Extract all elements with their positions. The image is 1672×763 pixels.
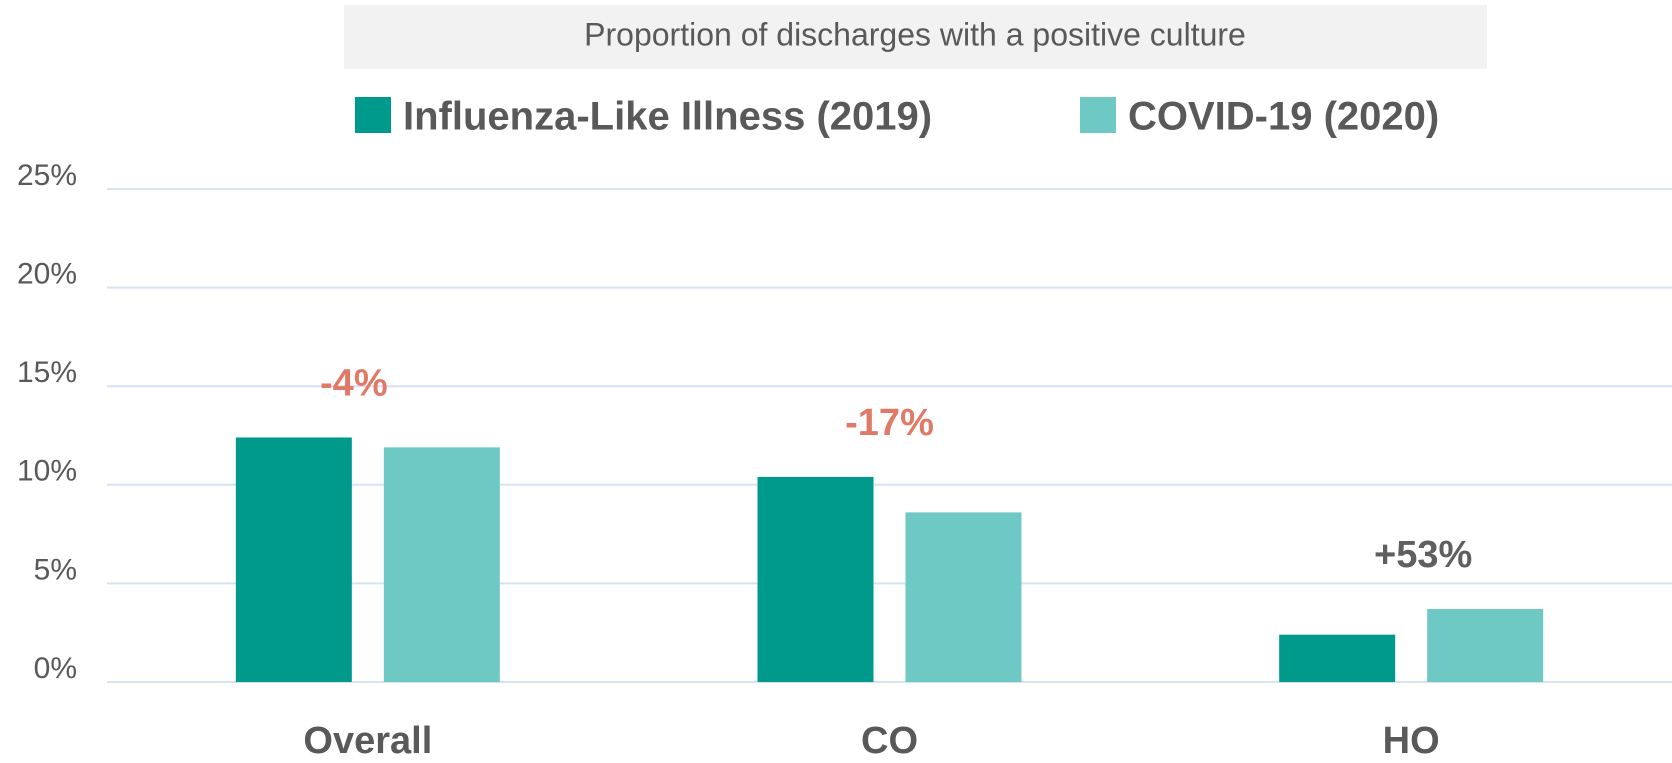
- legend-swatch: [1080, 97, 1116, 133]
- annotation: +53%: [1374, 534, 1472, 576]
- y-tick-label: 10%: [17, 455, 77, 488]
- y-tick-label: 15%: [17, 356, 77, 389]
- title-box: [344, 5, 1487, 69]
- legend-label: Influenza-Like Illness (2019): [403, 95, 932, 139]
- x-tick-label: CO: [861, 720, 918, 762]
- legend-label: COVID-19 (2020): [1128, 95, 1439, 139]
- annotation: -4%: [320, 363, 388, 405]
- x-tick-label: Overall: [303, 720, 432, 762]
- bar: [235, 437, 352, 682]
- bar: [757, 476, 874, 682]
- y-tick-label: 5%: [34, 553, 77, 586]
- y-tick-label: 25%: [17, 159, 77, 192]
- y-tick-label: 20%: [17, 258, 77, 291]
- y-tick-label: 0%: [34, 652, 77, 685]
- bar: [1427, 609, 1544, 682]
- legend-swatch: [355, 97, 391, 133]
- bar: [905, 512, 1022, 682]
- x-tick-label: HO: [1383, 720, 1440, 762]
- bar: [383, 447, 500, 682]
- chart-title: Proportion of discharges with a positive…: [584, 16, 1246, 52]
- bar: [1279, 634, 1396, 682]
- annotation: -17%: [845, 402, 934, 444]
